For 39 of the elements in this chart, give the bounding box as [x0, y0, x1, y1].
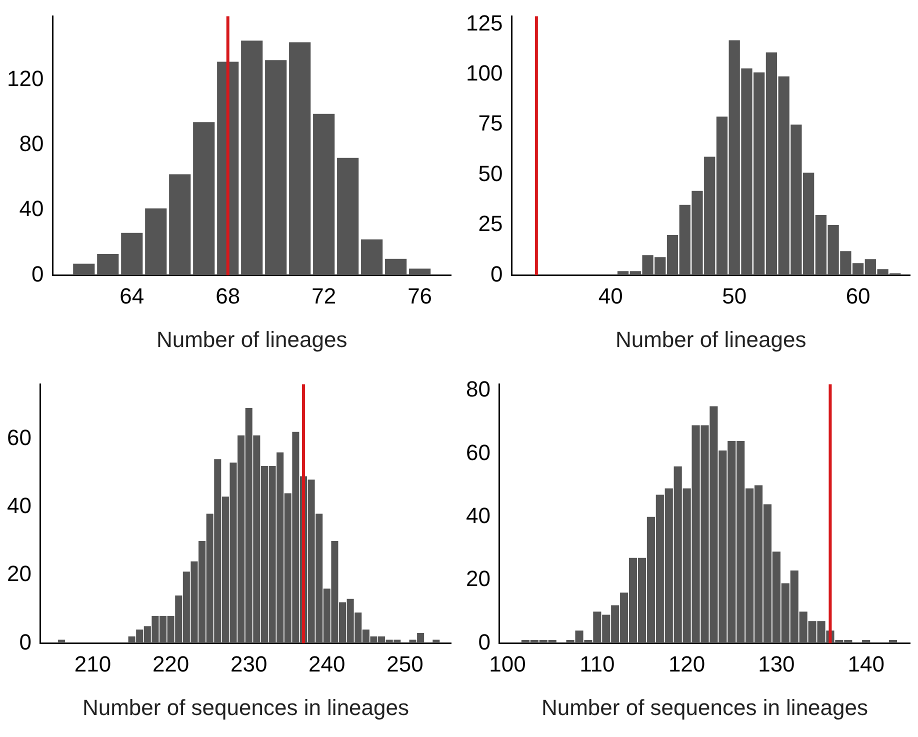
x-tick-label: 40 [598, 283, 623, 308]
y-tick-label: 40 [6, 492, 32, 518]
y-tick-label: 80 [466, 376, 490, 402]
y-tick-label: 75 [478, 110, 503, 136]
y-tick-label: 80 [19, 130, 44, 156]
y-tick-label: 50 [478, 160, 503, 186]
y-tick-label: 40 [466, 502, 490, 528]
y-tick-label: 125 [466, 10, 503, 36]
y-tick-label: 25 [478, 211, 503, 236]
x-tick-label: 64 [120, 283, 144, 308]
x-axis-title: Number of lineages [156, 326, 348, 352]
x-tick-label: 130 [758, 651, 795, 676]
x-tick-label: 210 [74, 651, 112, 676]
x-tick-label: 240 [308, 651, 346, 676]
x-tick-label: 50 [722, 283, 747, 308]
x-tick-label: 230 [230, 651, 268, 676]
y-tick-label: 60 [6, 424, 32, 450]
y-tick-label: 100 [466, 60, 503, 86]
y-tick-label: 40 [19, 196, 44, 222]
y-tick-label: 120 [6, 66, 44, 91]
x-tick-label: 220 [152, 651, 190, 676]
x-tick-label: 72 [312, 283, 336, 308]
y-tick-label: 0 [19, 629, 32, 654]
y-tick-label: 60 [466, 440, 490, 465]
y-tick-label: 20 [466, 566, 490, 592]
x-tick-label: 140 [848, 651, 884, 676]
y-tick-label: 0 [490, 261, 503, 286]
y-tick-label: 20 [6, 561, 32, 586]
x-tick-label: 60 [846, 283, 870, 308]
x-tick-label: 120 [668, 651, 706, 676]
x-tick-label: 76 [408, 283, 432, 308]
x-axis-title: Number of sequences in lineages [82, 694, 409, 720]
x-tick-label: 110 [580, 651, 615, 676]
x-tick-label: 250 [386, 651, 424, 676]
y-tick-label: 0 [31, 261, 44, 286]
y-tick-label: 0 [478, 629, 490, 654]
x-axis-title: Number of lineages [615, 326, 806, 352]
x-tick-label: 68 [216, 283, 240, 308]
x-axis-title: Number of sequences in lineages [541, 694, 868, 720]
